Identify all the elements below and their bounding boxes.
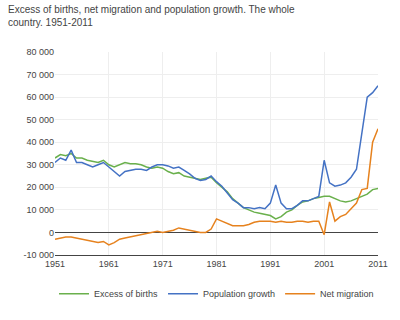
svg-text:1951: 1951	[45, 259, 65, 269]
svg-text:70 000: 70 000	[26, 70, 54, 80]
svg-text:50 000: 50 000	[26, 115, 54, 125]
svg-text:-10 000: -10 000	[23, 250, 54, 260]
svg-text:Net migration: Net migration	[320, 289, 374, 299]
svg-text:80 000: 80 000	[26, 47, 54, 57]
svg-text:10 000: 10 000	[26, 205, 54, 215]
svg-text:Excess of births, net migratio: Excess of births, net migration and popu…	[8, 4, 295, 28]
svg-text:Population growth: Population growth	[203, 289, 275, 299]
svg-text:2011: 2011	[368, 259, 387, 269]
svg-text:Excess of births: Excess of births	[94, 289, 158, 299]
svg-text:20 000: 20 000	[26, 182, 54, 192]
svg-text:1971: 1971	[153, 259, 173, 269]
svg-text:2001: 2001	[314, 259, 334, 269]
svg-text:30 000: 30 000	[26, 160, 54, 170]
svg-text:1961: 1961	[99, 259, 119, 269]
svg-text:0: 0	[49, 228, 54, 238]
svg-text:60 000: 60 000	[26, 92, 54, 102]
svg-text:1981: 1981	[206, 259, 226, 269]
svg-text:1991: 1991	[260, 259, 280, 269]
svg-text:40 000: 40 000	[26, 137, 54, 147]
